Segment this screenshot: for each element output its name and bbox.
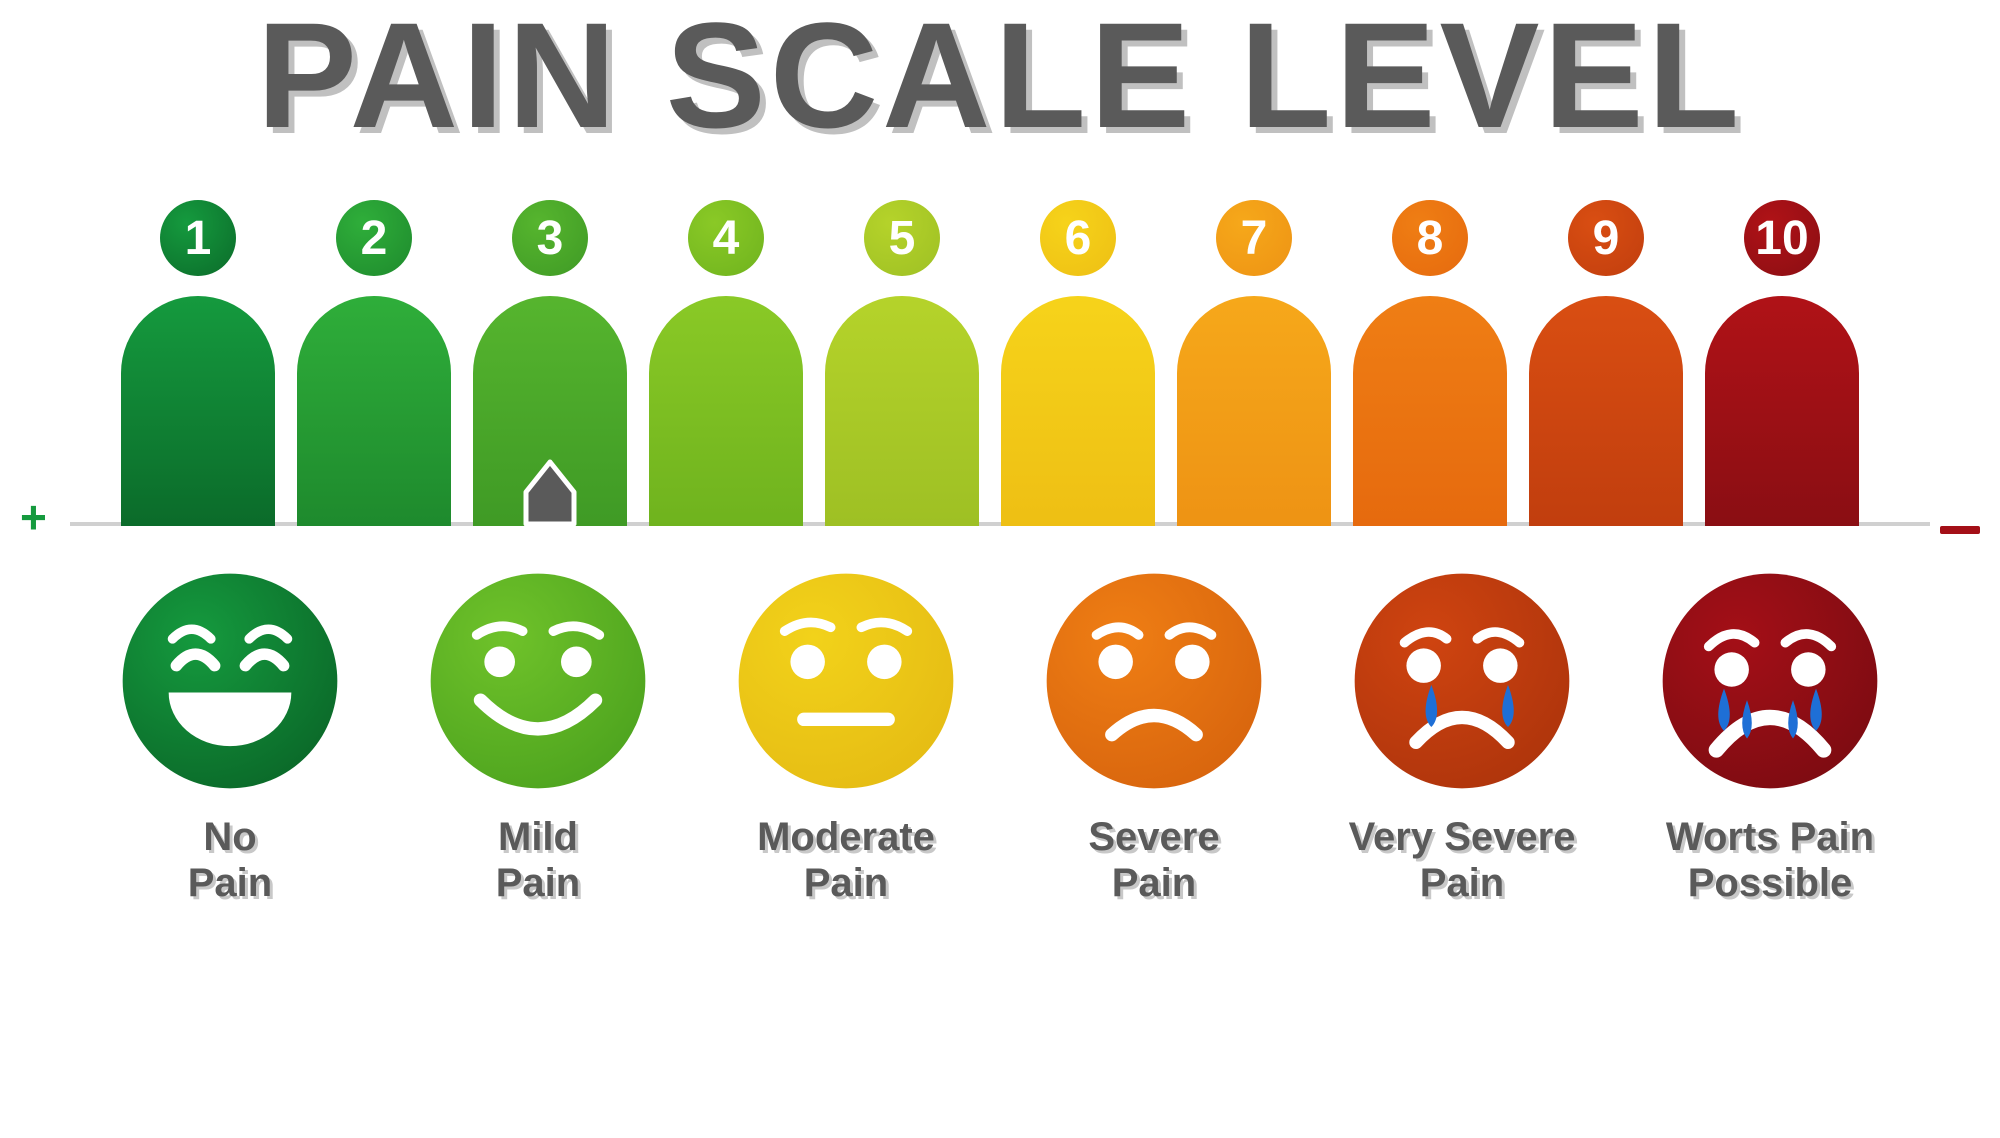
- bar-col-6: 6: [1001, 200, 1155, 526]
- bar-col-5: 5: [825, 200, 979, 526]
- face-frown-icon: [1039, 566, 1269, 796]
- minus-icon: [1940, 526, 1980, 534]
- face-label: Very Severe Pain: [1349, 814, 1576, 906]
- bar-3: [473, 296, 627, 526]
- scale-row: + 12345678910: [0, 200, 2000, 526]
- face-label: Severe Pain: [1088, 814, 1219, 906]
- face-col-cry: Worts Pain Possible: [1640, 566, 1900, 906]
- number-circle-1: 1: [160, 200, 236, 276]
- number-circle-3: 3: [512, 200, 588, 276]
- face-col-frown: Severe Pain: [1024, 566, 1284, 906]
- face-sad-icon: [1347, 566, 1577, 796]
- bar-col-2: 2: [297, 200, 451, 526]
- number-circle-7: 7: [1216, 200, 1292, 276]
- bar-7: [1177, 296, 1331, 526]
- number-circle-4: 4: [688, 200, 764, 276]
- face-laugh-icon: [115, 566, 345, 796]
- faces-row: No Pain Mild Pain Moderate Pain Severe Pain…: [0, 566, 2000, 906]
- bar-col-9: 9: [1529, 200, 1683, 526]
- face-col-laugh: No Pain: [100, 566, 360, 906]
- bar-8: [1353, 296, 1507, 526]
- bar-col-3: 3: [473, 200, 627, 526]
- bar-4: [649, 296, 803, 526]
- face-label: Moderate Pain: [757, 814, 935, 906]
- number-circle-6: 6: [1040, 200, 1116, 276]
- bar-2: [297, 296, 451, 526]
- bar-6: [1001, 296, 1155, 526]
- face-smile-icon: [423, 566, 653, 796]
- bars-container: 1 2 3 4 5 6 7 8 9 10: [40, 200, 1940, 526]
- bar-col-10: 10: [1705, 200, 1859, 526]
- face-label: No Pain: [188, 814, 272, 906]
- bar-col-1: 1: [121, 200, 275, 526]
- face-col-neutral: Moderate Pain: [716, 566, 976, 906]
- page-title: PAIN SCALE LEVEL: [0, 0, 2000, 150]
- face-label: Worts Pain Possible: [1666, 814, 1874, 906]
- face-label: Mild Pain: [496, 814, 580, 906]
- bar-1: [121, 296, 275, 526]
- number-circle-2: 2: [336, 200, 412, 276]
- bar-10: [1705, 296, 1859, 526]
- face-cry-icon: [1655, 566, 1885, 796]
- bar-5: [825, 296, 979, 526]
- face-col-sad: Very Severe Pain: [1332, 566, 1592, 906]
- number-circle-5: 5: [864, 200, 940, 276]
- bar-col-7: 7: [1177, 200, 1331, 526]
- number-circle-8: 8: [1392, 200, 1468, 276]
- number-circle-9: 9: [1568, 200, 1644, 276]
- bar-col-8: 8: [1353, 200, 1507, 526]
- face-col-smile: Mild Pain: [408, 566, 668, 906]
- number-circle-10: 10: [1744, 200, 1820, 276]
- bar-col-4: 4: [649, 200, 803, 526]
- face-neutral-icon: [731, 566, 961, 796]
- bar-9: [1529, 296, 1683, 526]
